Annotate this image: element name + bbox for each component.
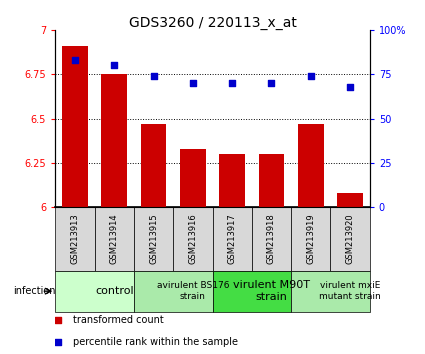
Bar [94,207,134,271]
Point [307,73,314,79]
Bar [102,74,127,207]
Text: virulent M90T
strain: virulent M90T strain [233,280,310,302]
Bar [259,154,284,207]
Bar [291,207,331,271]
Text: GSM213913: GSM213913 [71,213,79,264]
Text: transformed count: transformed count [73,315,163,325]
Text: avirulent BS176
strain: avirulent BS176 strain [156,281,229,301]
Text: virulent mxiE
mutant strain: virulent mxiE mutant strain [319,281,381,301]
Bar [134,271,212,312]
Text: GSM213915: GSM213915 [149,213,158,264]
Point [268,80,275,86]
Point [190,80,196,86]
Bar [55,207,94,271]
Point [71,57,78,63]
Text: control: control [95,286,133,296]
Bar [212,271,291,312]
Text: GSM213916: GSM213916 [188,213,197,264]
Bar [331,207,370,271]
Bar [252,207,291,271]
Bar [173,207,212,271]
Point [150,73,157,79]
Bar [180,149,206,207]
Text: GSM213918: GSM213918 [267,213,276,264]
Bar [62,46,88,207]
Point [111,63,118,68]
Bar [291,271,370,312]
Text: GSM213919: GSM213919 [306,213,315,264]
Bar [337,193,363,207]
Bar [141,124,166,207]
Text: GSM213917: GSM213917 [228,213,237,264]
Bar [55,271,134,312]
Text: percentile rank within the sample: percentile rank within the sample [73,337,238,347]
Bar [134,207,173,271]
Text: GSM213920: GSM213920 [346,213,354,264]
Text: infection: infection [13,286,55,296]
Point [55,339,62,344]
Bar [212,207,252,271]
Text: GSM213914: GSM213914 [110,213,119,264]
Point [229,80,235,86]
Text: GDS3260 / 220113_x_at: GDS3260 / 220113_x_at [128,16,296,30]
Bar [298,124,323,207]
Point [55,318,62,323]
Bar [219,154,245,207]
Point [347,84,354,90]
